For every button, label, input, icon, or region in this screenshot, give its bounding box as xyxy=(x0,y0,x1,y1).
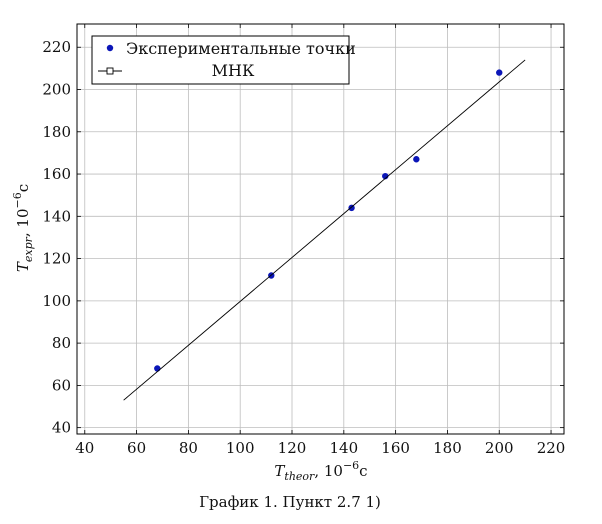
x-axis-label-sub: theor xyxy=(284,470,315,483)
y-axis-label-main: T xyxy=(14,261,32,272)
x-tick-label: 220 xyxy=(537,439,566,457)
x-tick-label: 160 xyxy=(381,439,410,457)
data-point xyxy=(496,69,503,76)
y-axis-label-exp: −6 xyxy=(11,192,24,208)
y-tick-label: 180 xyxy=(42,123,71,141)
x-tick-label: 120 xyxy=(278,439,307,457)
data-point xyxy=(348,204,355,212)
y-tick-label: 40 xyxy=(52,419,71,437)
legend-marker-mnk xyxy=(106,67,114,75)
x-axis-label-rest: , 10 xyxy=(314,462,343,480)
legend-label-experimental: Экспериментальные точки xyxy=(126,39,356,58)
x-tick-label: 100 xyxy=(226,439,255,457)
y-tick-label: 100 xyxy=(42,292,71,310)
y-axis-label-sub: expr xyxy=(22,236,35,262)
fit-line-mnk xyxy=(123,59,526,401)
x-tick-label: 60 xyxy=(127,439,146,457)
data-point xyxy=(382,172,389,180)
x-tick-label: 180 xyxy=(433,439,462,457)
y-tick-label: 80 xyxy=(52,334,71,352)
data-point xyxy=(154,365,161,372)
x-tick-label: 200 xyxy=(485,439,514,457)
x-axis-label-exp: −6 xyxy=(343,459,359,472)
legend-box xyxy=(91,35,350,85)
y-axis-label-rest: , 10 xyxy=(14,208,32,237)
legend-marker-experimental xyxy=(106,44,114,52)
y-tick-label: 120 xyxy=(42,250,71,268)
grid xyxy=(77,24,564,434)
x-tick-label: 140 xyxy=(329,439,358,457)
axis-ticks: 40 60 80 100 120 140 160 180 200 220 40 60 80 100 120 1… xyxy=(42,24,565,457)
x-tick-label: 40 xyxy=(75,439,94,457)
figure-caption: График 1. Пункт 2.7 1) xyxy=(199,493,381,511)
x-axis-label-unit: с xyxy=(359,462,367,480)
x-axis-label: Ttheor, 10−6с xyxy=(274,459,367,483)
x-axis-label-main: T xyxy=(274,462,285,480)
y-tick-label: 60 xyxy=(52,376,71,394)
y-tick-label: 220 xyxy=(42,38,71,56)
legend-label-mnk: МНК xyxy=(212,61,255,80)
plot-frame xyxy=(76,23,565,435)
plot-data xyxy=(123,59,526,401)
y-tick-label: 160 xyxy=(42,165,71,183)
x-tick-label: 80 xyxy=(179,439,198,457)
data-point xyxy=(413,156,420,163)
y-axis-label: Texpr, 10−6с xyxy=(11,184,35,272)
legend: Экспериментальные точки МНК xyxy=(91,35,356,85)
y-axis-label-unit: с xyxy=(14,184,32,192)
y-tick-label: 200 xyxy=(42,81,71,99)
y-tick-label: 140 xyxy=(42,207,71,225)
